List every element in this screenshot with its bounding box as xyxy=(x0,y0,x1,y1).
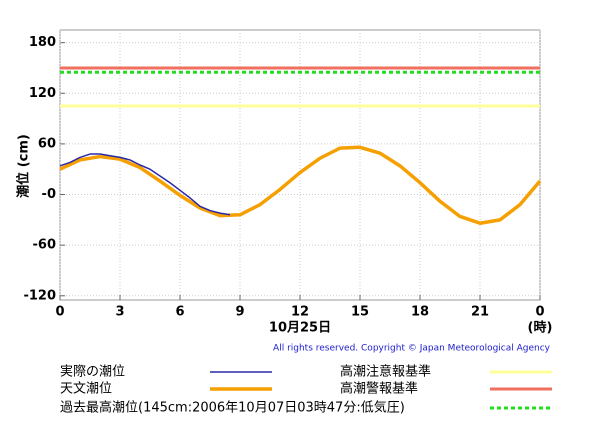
y-tick-label: 120 xyxy=(29,86,56,101)
x-tick-label: 18 xyxy=(411,305,429,320)
x-tick-label: 0 xyxy=(535,305,544,320)
tide-line xyxy=(59,145,542,225)
x-axis-label: 10月25日 xyxy=(269,321,331,336)
x-axis-unit: (時) xyxy=(528,320,553,336)
legend-label: 天文潮位 xyxy=(60,382,112,397)
y-axis-label: 潮位 (cm) xyxy=(16,134,32,198)
y-tick-label: -120 xyxy=(23,288,56,303)
y-tick-label: -60 xyxy=(33,238,57,253)
copyright: All rights reserved. Copyright © Japan M… xyxy=(273,344,551,354)
x-tick-label: 6 xyxy=(175,305,184,320)
x-tick-label: 9 xyxy=(235,305,244,320)
legend-label: 実際の潮位 xyxy=(60,364,125,380)
x-tick-label: 0 xyxy=(55,305,64,320)
x-tick-label: 3 xyxy=(115,305,124,320)
tide-line xyxy=(59,153,231,216)
y-tick-label: -0 xyxy=(42,187,56,202)
legend-label: 過去最高潮位(145cm:2006年10月07日03時47分:低気圧) xyxy=(60,400,405,416)
y-tick-label: 180 xyxy=(29,35,56,50)
x-tick-label: 21 xyxy=(471,305,489,320)
legend-label: 高潮警報基準 xyxy=(340,381,418,397)
x-tick-label: 15 xyxy=(351,305,369,320)
x-tick-label: 12 xyxy=(291,305,309,320)
legend-label: 高潮注意報基準 xyxy=(340,364,431,380)
y-tick-label: 60 xyxy=(38,136,56,151)
